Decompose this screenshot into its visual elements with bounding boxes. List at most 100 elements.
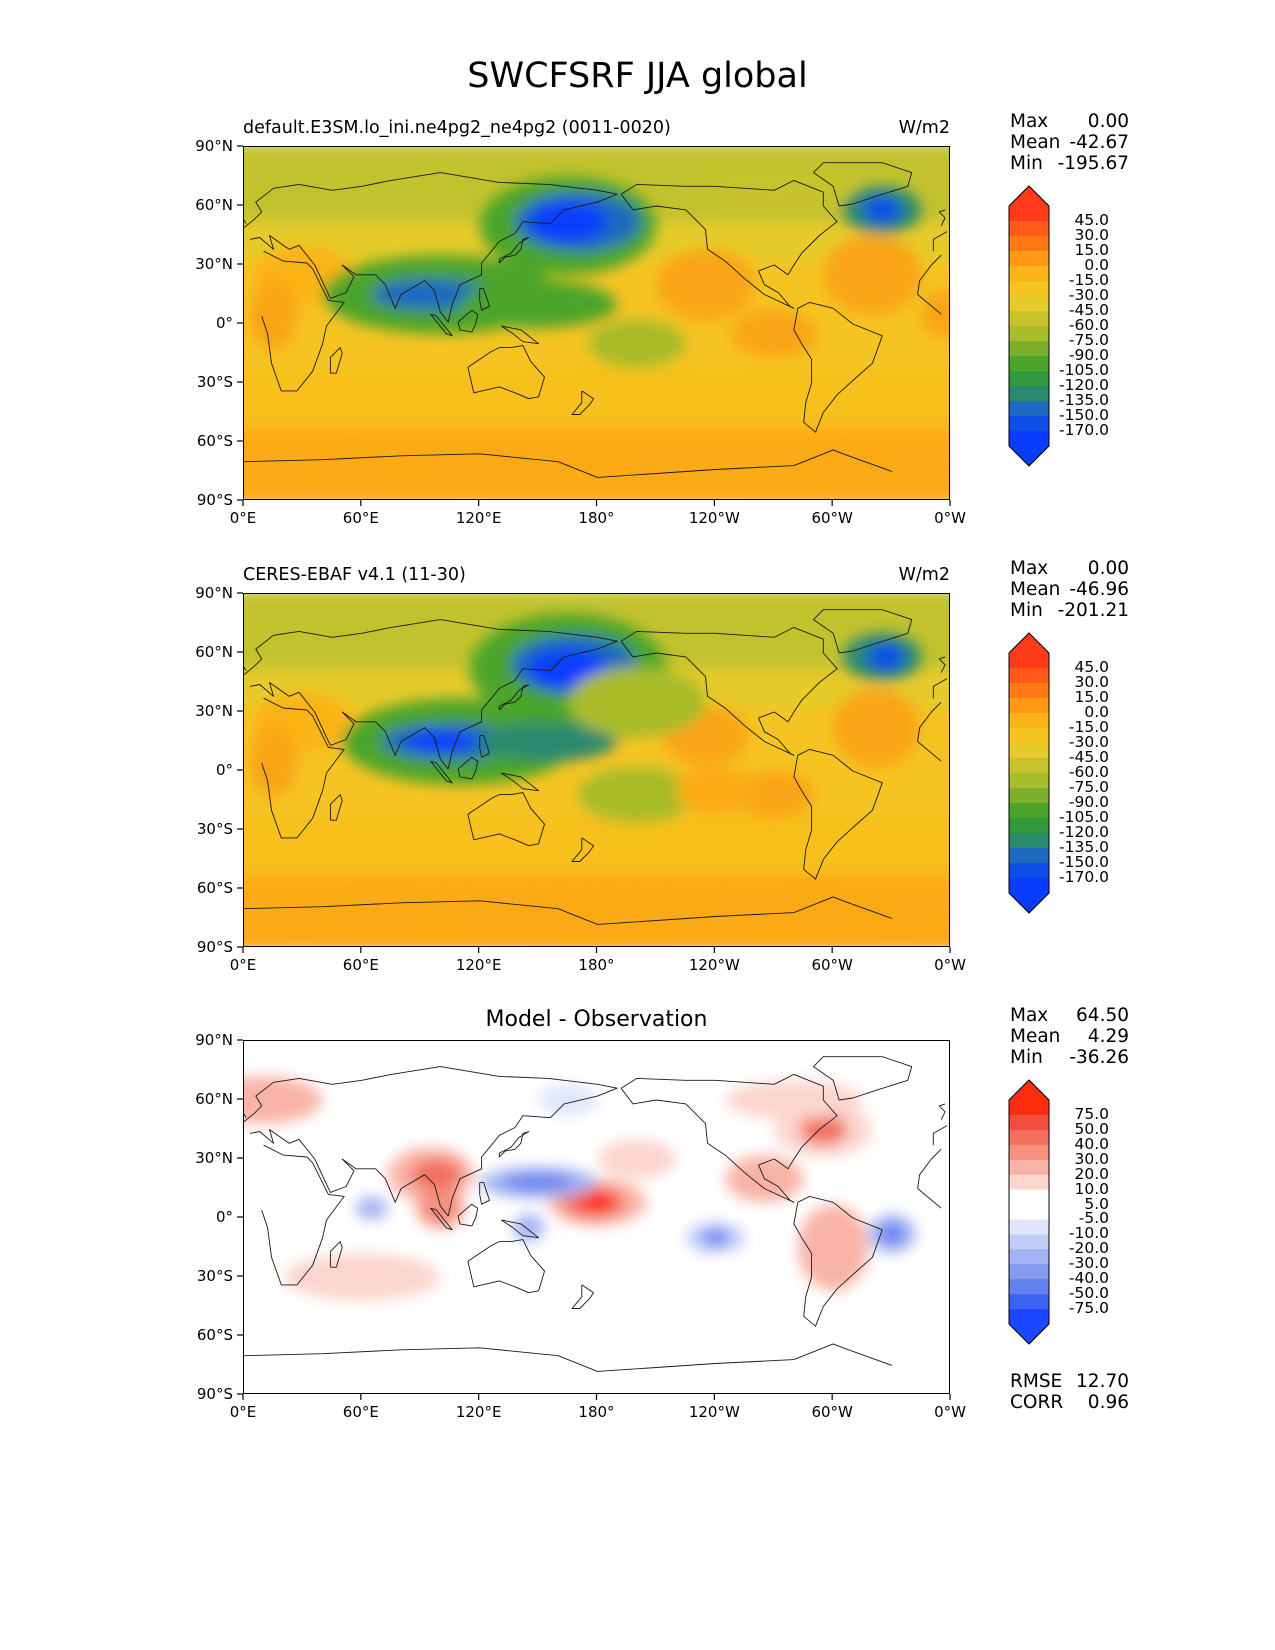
field-blob-diff-19 [725,1080,863,1120]
coastlines-test [244,162,948,478]
field-blob-diff-15 [797,1204,869,1291]
coastline-eurasia-test-0 [932,231,948,252]
panel-center-title: Model - Observation [485,1007,708,1032]
y-tick-label: 60°N [195,643,233,661]
colorbar-swatch [1009,1264,1049,1280]
colorbar-swatch [1009,758,1049,774]
colorbar-outline [1008,632,1050,914]
x-tick-label: 60°W [811,1403,853,1421]
y-tick-label: 90°N [195,137,233,155]
colorbar-swatch [1009,1309,1049,1325]
colorbar-tick-label: -120.0 [1059,823,1109,841]
coastline-namerica-test-0 [620,179,838,309]
colorbar-swatch [1009,356,1049,372]
field-blob-test-4 [731,310,818,358]
colorbar-tick-label: -60.0 [1068,763,1109,781]
colorbar-tick-label: -30.0 [1068,1254,1109,1273]
coastline-uk-diff-1 [244,1113,247,1118]
y-tick-label: 30°N [195,1149,233,1167]
colorbar-tick-label: -60.0 [1068,316,1109,334]
coastline-africa-ref-1 [261,697,345,839]
field-blob-ref-9 [479,721,618,762]
x-tick-label: 180° [578,1403,615,1421]
x-tick-label: 180° [578,956,615,974]
colorbar-swatch [1009,1189,1049,1206]
colorbar-tick-label: 20.0 [1074,1164,1109,1183]
y-tick-label: 0° [215,761,233,779]
colorbar-swatch [1009,1114,1049,1131]
field-blob-test-16 [695,166,853,206]
colorbar-swatch [1009,698,1049,714]
stat-label: Max [1010,1005,1049,1026]
colorbar-tick-label: 30.0 [1074,673,1109,691]
map-ref-svg [244,594,949,946]
coastline-eurasia-diff-0 [932,1125,948,1146]
stat-label: Mean [1010,132,1061,153]
x-tick-label: 120°E [455,509,502,527]
stat-label: Max [1010,558,1049,579]
map-panel-test [243,146,950,500]
y-tick-label: 60°N [195,196,233,214]
colorbar-extend-bottom [1009,1324,1049,1344]
y-tick-label: 30°S [196,820,233,838]
colorbar-tick-label: -135.0 [1059,391,1109,409]
x-tick-label: 0°E [229,1403,257,1421]
colorbar-swatch [1009,311,1049,327]
colorbar-tick-label: 10.0 [1074,1179,1109,1198]
colorbar-swatch [1009,236,1049,252]
coastline-namerica-ref-0 [620,626,838,756]
coastline-africa-test-2 [917,294,942,315]
panel-left-title: CERES-EBAF v4.1 (11-30) [243,565,466,585]
colorbar-tick-label: -50.0 [1068,1284,1109,1303]
colorbar-swatch [1009,326,1049,342]
coastline-africa-ref-2 [917,741,942,762]
coastline-newguinea-ref-0 [501,772,540,792]
colorbar-swatch [1009,1204,1049,1221]
y-tick-label: 30°N [195,702,233,720]
field-blob-diff-21 [355,1196,388,1220]
field-blob-test-8 [371,278,490,311]
field-blob-diff-5 [416,1188,464,1228]
colorbar-tick-label: -105.0 [1059,361,1109,379]
colorbar-swatch [1009,431,1049,447]
coastline-newzealand-test-0 [571,390,595,415]
colorbar-tick-label: 40.0 [1074,1134,1109,1153]
stat-label: Min [1010,600,1043,621]
stat-value: -195.67 [1057,153,1129,174]
colorbar-tick-label: -75.0 [1068,331,1109,349]
coastline-australia-test-0 [467,345,545,400]
x-tick-label: 120°W [688,1403,740,1421]
field-blob-ref-17 [676,767,755,815]
stat-label: Max [1010,111,1049,132]
colorbar-swatch [1009,728,1049,744]
stat-value: 0.00 [1087,558,1129,579]
colorbar-tick-label: -90.0 [1068,346,1109,364]
colorbar-tick-label: -105.0 [1059,808,1109,826]
stat-value: 4.29 [1087,1026,1129,1047]
colorbar-tick-label: 75.0 [1074,1104,1109,1123]
field-blob-test-3 [656,249,755,321]
y-tick-label: 90°N [195,1031,233,1049]
coastlines-diff [244,1056,948,1372]
colorbar-swatch [1009,713,1049,729]
coastline-africa-ref-0 [917,701,942,742]
coastline-samerica-diff-0 [793,1195,883,1327]
metric-value: 12.70 [1076,1371,1129,1392]
coastline-greenland-diff-0 [813,1056,913,1101]
colorbar-swatch [1009,788,1049,804]
colorbar-swatch [1009,386,1049,402]
colorbar-tick-label: -5.0 [1078,1209,1109,1228]
x-tick-label: 60°W [811,956,853,974]
coastline-africa-diff-0 [917,1148,942,1189]
colorbar-tick-label: -15.0 [1068,271,1109,289]
colorbar-tick-label: -45.0 [1068,748,1109,766]
coastline-madagascar-test-0 [329,347,343,374]
colorbar-outline [1008,185,1050,467]
x-tick-label: 0°E [229,509,257,527]
x-tick-label: 60°E [342,956,379,974]
colorbar-swatch [1009,683,1049,699]
colorbar-tick-label: 45.0 [1074,658,1109,676]
colorbar-swatch [1009,1279,1049,1295]
colorbar-swatch [1009,1219,1049,1235]
panel-units: W/m2 [898,118,950,138]
